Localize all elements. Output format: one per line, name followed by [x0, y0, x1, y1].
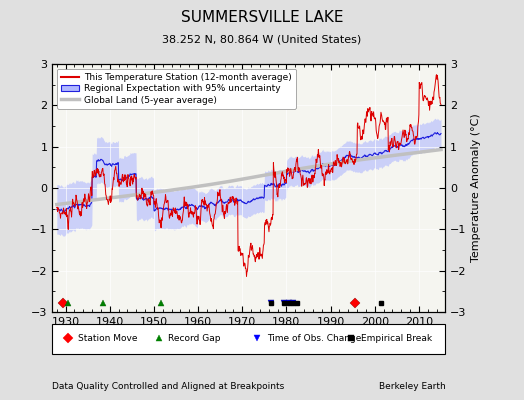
Text: Data Quality Controlled and Aligned at Breakpoints: Data Quality Controlled and Aligned at B…	[52, 382, 285, 391]
Text: Record Gap: Record Gap	[168, 334, 221, 343]
Text: Station Move: Station Move	[78, 334, 137, 343]
Text: Time of Obs. Change: Time of Obs. Change	[267, 334, 361, 343]
Text: SUMMERSVILLE LAKE: SUMMERSVILLE LAKE	[181, 10, 343, 25]
Text: Empirical Break: Empirical Break	[361, 334, 432, 343]
Y-axis label: Temperature Anomaly (°C): Temperature Anomaly (°C)	[471, 114, 481, 262]
Legend: This Temperature Station (12-month average), Regional Expectation with 95% uncer: This Temperature Station (12-month avera…	[57, 68, 296, 109]
Text: Berkeley Earth: Berkeley Earth	[379, 382, 445, 391]
FancyBboxPatch shape	[52, 324, 445, 354]
Text: 38.252 N, 80.864 W (United States): 38.252 N, 80.864 W (United States)	[162, 34, 362, 44]
